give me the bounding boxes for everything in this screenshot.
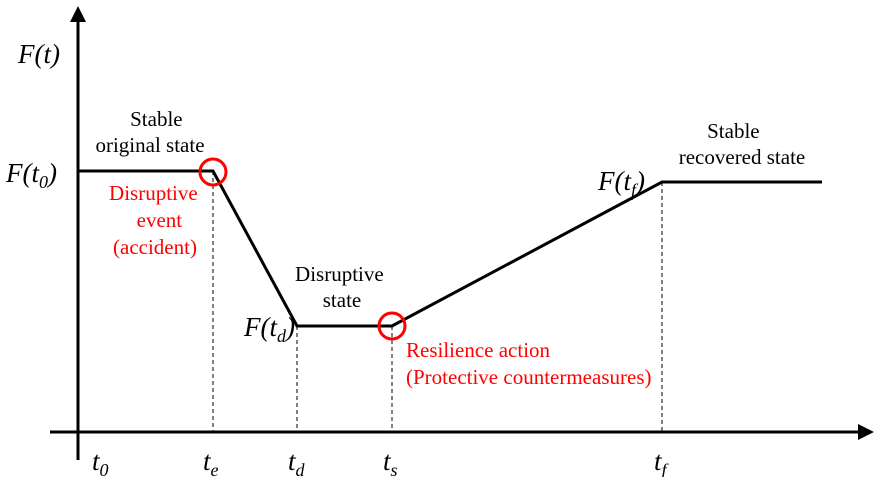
y-axis-arrowhead [70, 6, 86, 22]
annotation-disruptive-event: Disruptive event (accident) [109, 181, 203, 259]
annotation-disruptive-event-line1: Disruptive [109, 181, 198, 205]
state-label-original: Stable original state [95, 107, 204, 157]
annotation-resilience-action-line2: (Protective countermeasures) [406, 365, 651, 389]
disruptive-event-marker [198, 157, 228, 187]
annotation-resilience-action-line1: Resilience action [406, 338, 551, 362]
state-label-disruptive: Disruptive state [295, 262, 389, 312]
annotation-disruptive-event-line3: (accident) [113, 235, 197, 259]
state-label-recovered-line2: recovered state [679, 145, 806, 169]
tick-label-te: te [203, 446, 219, 477]
level-label-f-t0: F(t0) [5, 158, 57, 192]
tick-label-ts: ts [383, 446, 398, 477]
tick-label-t0: t0 [92, 446, 109, 477]
performance-curve [78, 169, 822, 328]
tick-label-tf: tf [654, 446, 670, 477]
level-label-f-tf: F(tf) [597, 166, 645, 200]
state-label-recovered: Stable recovered state [679, 119, 806, 169]
annotation-disruptive-event-line2: event [137, 208, 183, 232]
x-axis-arrowhead [858, 424, 874, 440]
state-label-disruptive-line2: state [323, 288, 361, 312]
resilience-action-marker [377, 311, 407, 341]
y-axis-label: F(t) [17, 39, 60, 69]
annotation-resilience-action: Resilience action (Protective countermea… [406, 338, 651, 389]
state-label-original-line1: Stable [130, 107, 183, 131]
tick-label-td: td [288, 446, 306, 477]
state-label-recovered-line1: Stable [707, 119, 760, 143]
level-label-f-td: F(td) [243, 312, 295, 346]
state-label-original-line2: original state [95, 133, 204, 157]
state-label-disruptive-line1: Disruptive [295, 262, 384, 286]
